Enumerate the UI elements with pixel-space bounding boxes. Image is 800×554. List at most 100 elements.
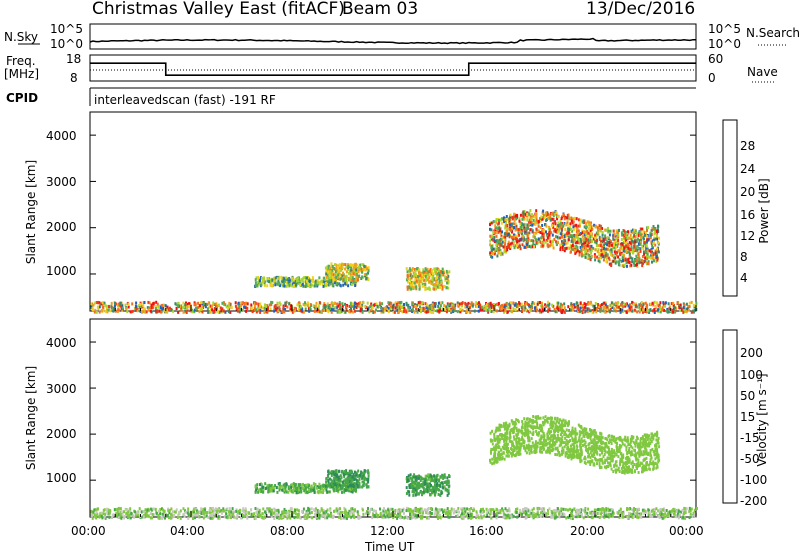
echo-cell xyxy=(526,242,528,246)
echo-cell xyxy=(650,248,653,251)
echo-cell xyxy=(637,514,640,517)
echo-cell xyxy=(439,276,442,280)
echo-cell xyxy=(540,304,543,308)
echo-cell xyxy=(360,305,363,309)
echo-cell xyxy=(558,512,561,516)
echo-cell xyxy=(560,311,563,314)
echo-cell xyxy=(542,241,545,245)
echo-cell xyxy=(585,240,588,244)
echo-cell xyxy=(566,223,569,227)
echo-cell xyxy=(490,306,493,310)
echo-cell xyxy=(487,304,490,308)
echo-cell xyxy=(457,303,460,307)
echo-cell xyxy=(520,306,523,310)
echo-cell xyxy=(534,222,537,226)
echo-cell xyxy=(577,309,579,313)
echo-cell xyxy=(95,510,98,514)
echo-cell xyxy=(399,308,401,312)
echo-cell xyxy=(286,514,289,518)
echo-cell xyxy=(620,303,623,307)
echo-cell xyxy=(329,266,331,270)
echo-cell xyxy=(659,301,662,305)
echo-cell xyxy=(442,273,445,277)
echo-cell xyxy=(575,223,578,227)
echo-cell xyxy=(104,512,107,516)
echo-cell xyxy=(601,509,604,513)
echo-cell xyxy=(406,287,409,291)
echo-cell xyxy=(196,511,199,515)
echo-cell xyxy=(292,282,295,286)
echo-cell xyxy=(228,515,231,519)
echo-cell xyxy=(490,508,493,512)
echo-cell xyxy=(360,267,363,271)
echo-cell xyxy=(630,263,633,267)
echo-cell xyxy=(432,277,435,281)
echo-cell xyxy=(191,510,194,514)
echo-cell xyxy=(559,223,562,227)
power-ytick: 4000 xyxy=(46,129,77,143)
echo-cell xyxy=(531,213,534,217)
echo-cell xyxy=(277,510,280,514)
echo-cell xyxy=(401,306,404,309)
echo-cell xyxy=(327,304,330,308)
echo-cell xyxy=(274,276,277,280)
echo-cell xyxy=(584,252,587,256)
echo-cell xyxy=(274,512,277,516)
echo-cell xyxy=(353,282,356,286)
echo-cell xyxy=(622,309,625,313)
echo-cell xyxy=(307,301,310,305)
echo-cell xyxy=(609,250,612,254)
echo-cell xyxy=(367,512,370,516)
echo-cell xyxy=(485,507,488,511)
echo-cell xyxy=(493,306,496,310)
echo-cell xyxy=(487,302,490,306)
echo-cell xyxy=(575,301,578,305)
echo-cell xyxy=(109,509,111,513)
echo-cell xyxy=(363,267,366,271)
echo-cell xyxy=(506,248,509,252)
echo-cell xyxy=(139,310,142,313)
echo-cell xyxy=(500,243,503,247)
echo-cell xyxy=(276,516,279,520)
echo-cell xyxy=(630,507,633,511)
echo-cell xyxy=(179,304,182,308)
echo-cell xyxy=(98,301,101,305)
echo-cell xyxy=(127,305,130,309)
echo-cell xyxy=(327,270,330,274)
echo-cell xyxy=(326,516,329,520)
echo-cell xyxy=(653,259,655,263)
echo-cell xyxy=(615,251,618,255)
echo-cell xyxy=(640,512,643,516)
echo-cell xyxy=(533,215,536,219)
echo-cell xyxy=(505,215,508,218)
echo-cell xyxy=(273,305,276,309)
echo-cell xyxy=(238,310,241,314)
echo-cell xyxy=(288,302,291,306)
echo-cell xyxy=(93,513,96,517)
echo-cell xyxy=(530,239,533,243)
echo-cell xyxy=(165,307,168,311)
echo-cell xyxy=(622,253,625,257)
power-cbar-tick: 24 xyxy=(740,162,756,176)
echo-cell xyxy=(460,513,463,517)
echo-cell xyxy=(369,508,372,511)
echo-cell xyxy=(682,306,685,310)
echo-cell xyxy=(332,273,335,277)
echo-cell xyxy=(330,515,333,519)
echo-cell xyxy=(558,231,561,235)
echo-cell xyxy=(445,310,448,314)
echo-cell xyxy=(380,310,383,314)
echo-cell xyxy=(309,279,312,283)
echo-cell xyxy=(283,284,286,288)
echo-cell xyxy=(361,310,364,314)
echo-cell xyxy=(449,309,452,313)
echo-cell xyxy=(342,515,345,519)
echo-cell xyxy=(360,277,363,280)
echo-cell xyxy=(336,302,339,306)
echo-cell xyxy=(119,301,122,305)
echo-cell xyxy=(434,304,437,308)
echo-cell xyxy=(681,508,684,512)
echo-cell xyxy=(352,511,355,515)
echo-cell xyxy=(500,307,503,311)
echo-cell xyxy=(305,279,308,283)
